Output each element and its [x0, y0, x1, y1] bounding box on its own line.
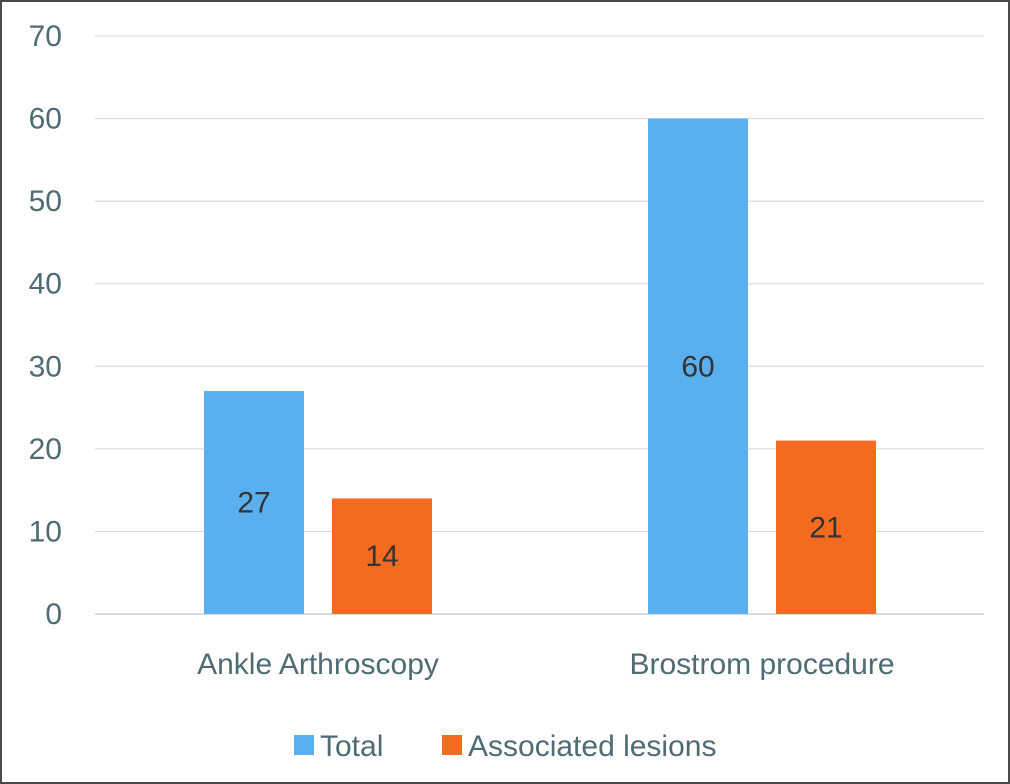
y-tick-label: 40 [29, 268, 62, 301]
bars: 27 14 60 21 [204, 118, 876, 615]
legend-label: Associated lesions [468, 730, 716, 763]
legend: Total Associated lesions [294, 730, 716, 763]
y-tick-label: 30 [29, 350, 62, 383]
y-axis-tick-labels: 0 10 20 30 40 50 60 70 [29, 20, 62, 631]
y-tick-label: 10 [29, 515, 62, 548]
y-tick-label: 0 [45, 598, 62, 631]
data-label: 14 [365, 540, 398, 573]
legend-label: Total [320, 730, 383, 763]
data-label: 21 [809, 511, 842, 544]
legend-swatch [442, 735, 462, 755]
y-tick-label: 60 [29, 103, 62, 136]
x-axis-category-labels: Ankle Arthroscopy Brostrom procedure [197, 648, 894, 681]
y-tick-label: 20 [29, 433, 62, 466]
y-tick-label: 70 [29, 20, 62, 53]
y-tick-label: 50 [29, 185, 62, 218]
bar-associated-lesions-1 [776, 440, 876, 614]
category-label: Ankle Arthroscopy [197, 648, 439, 681]
bar-total-1 [648, 118, 748, 615]
data-label: 27 [237, 487, 270, 520]
bar-associated-lesions-0 [332, 498, 432, 614]
legend-swatch [294, 735, 314, 755]
bar-total-0 [204, 391, 304, 614]
category-label: Brostrom procedure [629, 648, 894, 681]
data-label: 60 [681, 350, 714, 383]
